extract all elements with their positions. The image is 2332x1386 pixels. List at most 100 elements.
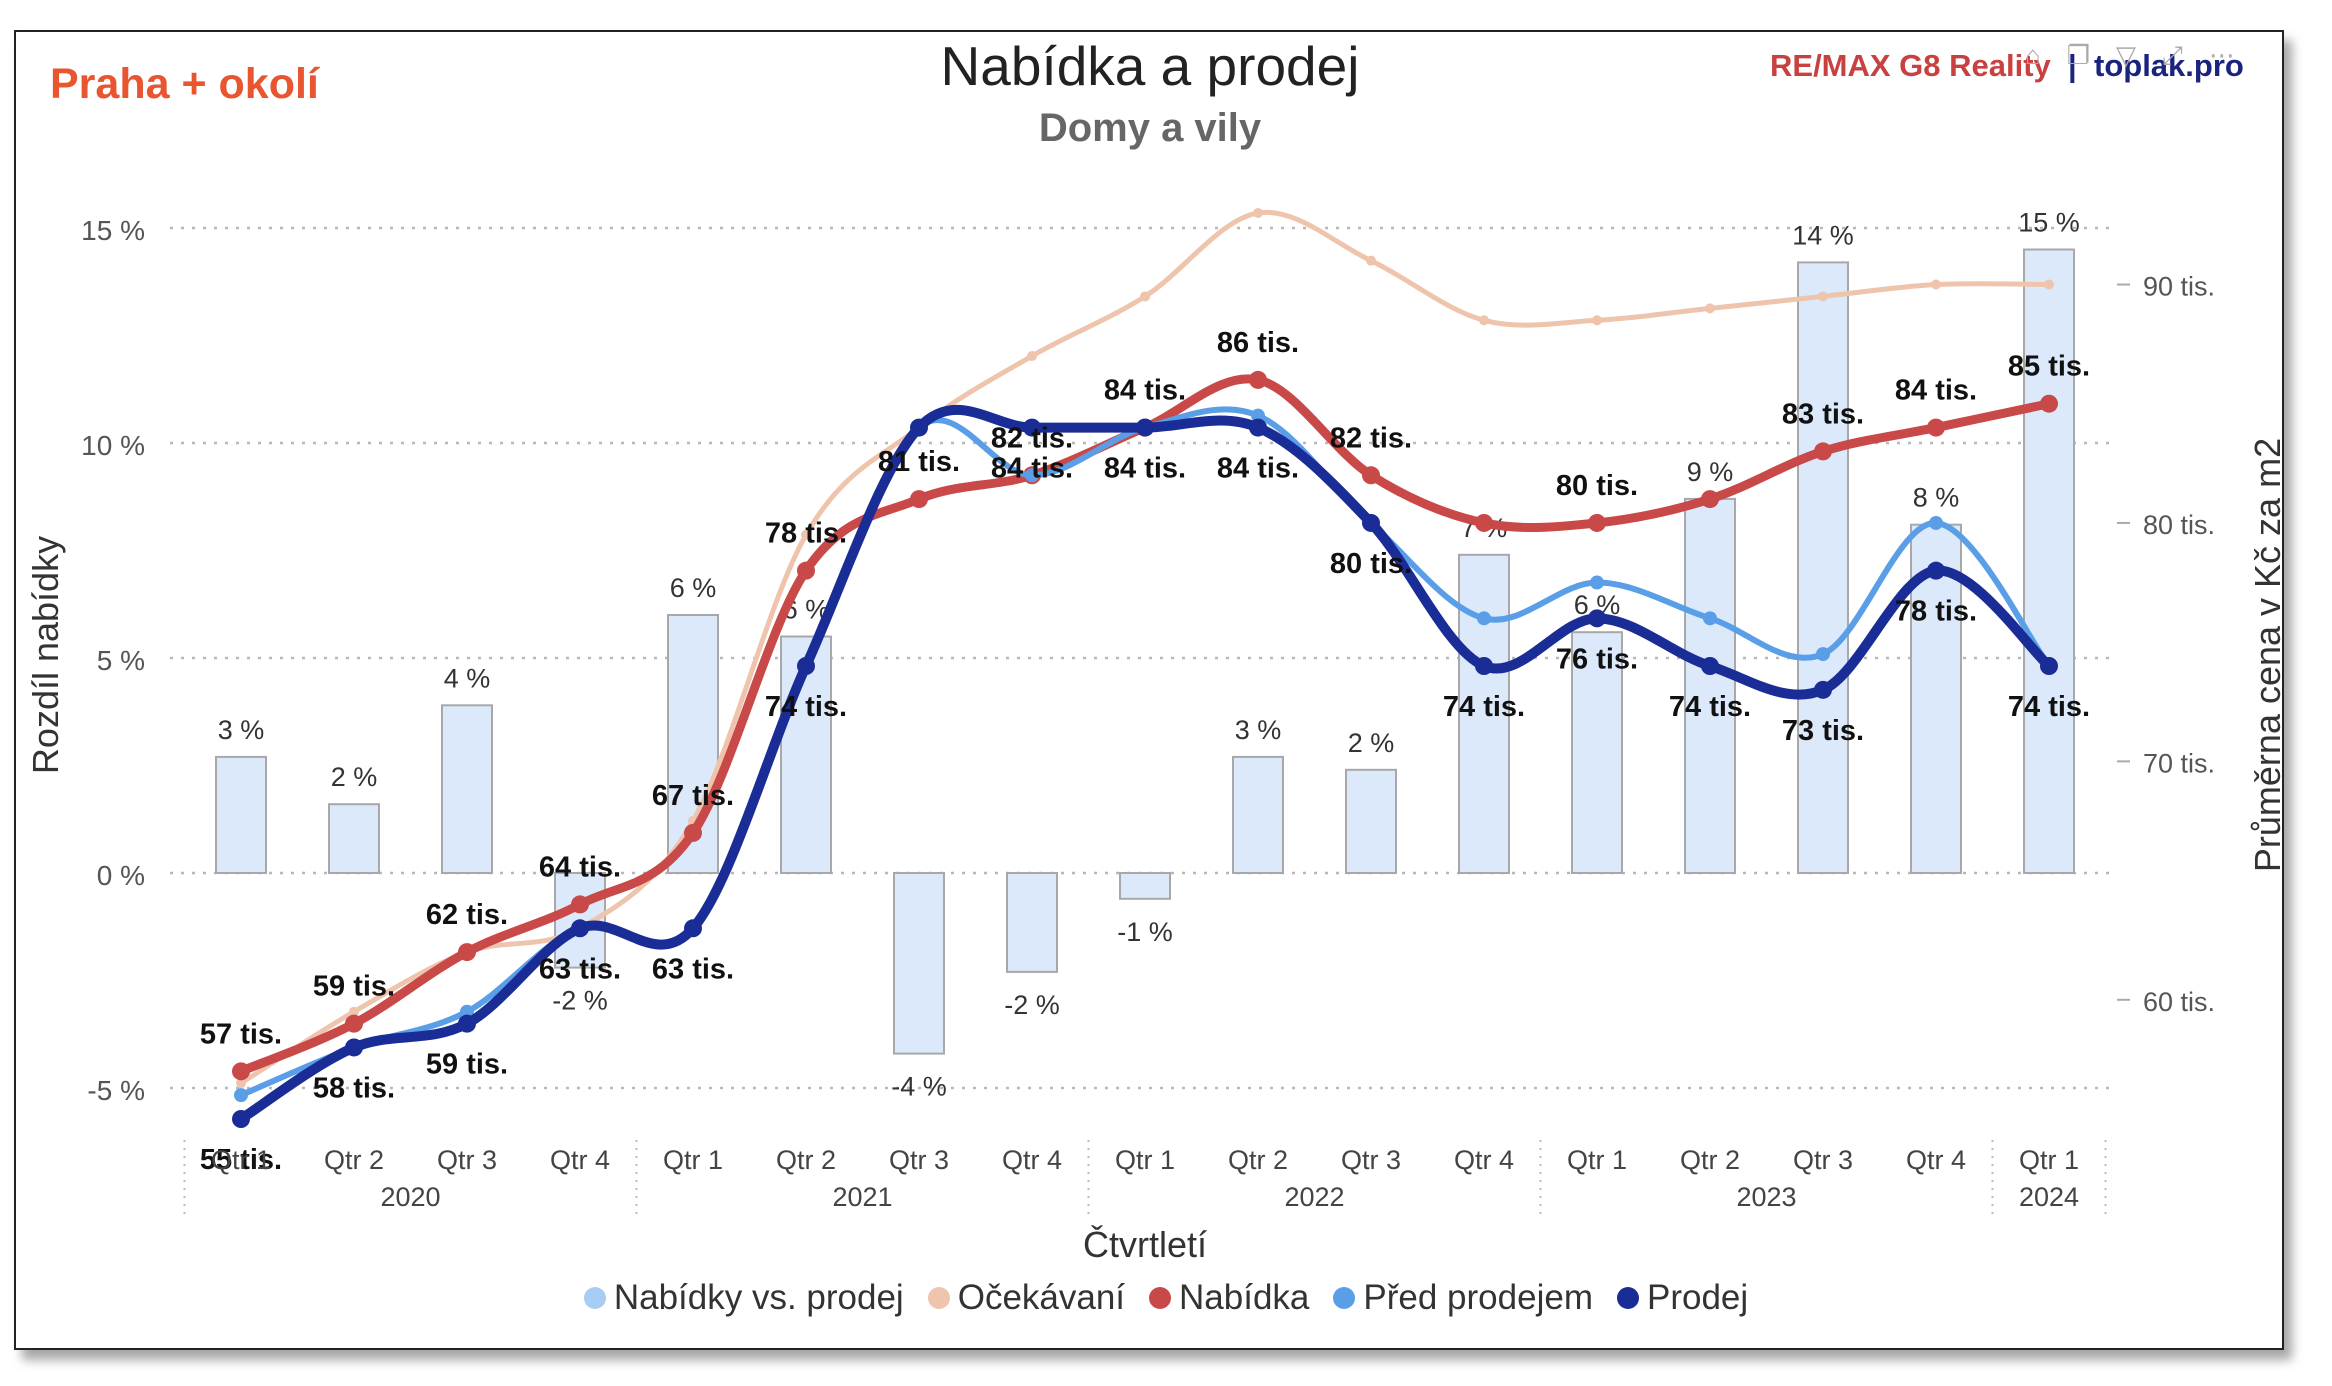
y-right-tick-label: 90 tis. — [2143, 272, 2215, 302]
series-point — [1475, 657, 1493, 675]
nabidka-data-label: 59 tis. — [313, 971, 395, 1003]
legend-dot-icon — [583, 1287, 606, 1309]
focus-icon[interactable]: ⤢ — [2162, 40, 2209, 70]
prodej-data-label: 74 tis. — [1443, 691, 1525, 723]
series-point — [1588, 609, 1606, 628]
copy-icon[interactable]: ❐ — [2066, 40, 2117, 70]
series-point — [1818, 291, 1828, 302]
prodej-data-label: 78 tis. — [1895, 596, 1977, 628]
prodej-data-label: 84 tis. — [1104, 453, 1186, 485]
series-point — [1816, 647, 1830, 662]
nabidka-data-label: 62 tis. — [426, 899, 508, 931]
nabidka-data-label: 84 tis. — [1104, 375, 1186, 407]
x-year-label: 2021 — [832, 1182, 892, 1212]
series-point — [1025, 468, 1039, 483]
prodej-data-label: 58 tis. — [313, 1072, 395, 1104]
legend-label: Nabídky vs. prodej — [613, 1278, 904, 1317]
bar — [328, 803, 380, 875]
series-point — [1362, 513, 1380, 532]
series-point — [1475, 513, 1493, 532]
series-point — [1023, 418, 1041, 437]
x-tick-label: Qtr 3 — [1793, 1145, 1853, 1175]
legend-item[interactable]: Nabídka — [1149, 1278, 1309, 1318]
bar-label: 15 % — [2018, 208, 2080, 238]
bar — [1232, 755, 1284, 875]
y-left-tick-label: 0 % — [97, 860, 145, 891]
bar — [2023, 248, 2075, 874]
series-point — [1705, 303, 1715, 314]
series-point — [1479, 315, 1489, 326]
bar — [1119, 872, 1171, 900]
series-point — [1249, 418, 1267, 437]
y-right-tick-label: 70 tis. — [2143, 748, 2215, 778]
series-point — [1477, 611, 1491, 626]
bar-label: 14 % — [1792, 220, 1854, 250]
series-point — [1592, 315, 1602, 326]
legend-item[interactable]: Před prodejem — [1333, 1278, 1593, 1318]
prodej-data-label: 63 tis. — [652, 953, 734, 985]
bar-label: 8 % — [1913, 483, 1960, 513]
x-tick-label: Qtr 3 — [1341, 1145, 1401, 1175]
series-point — [1027, 351, 1037, 362]
bar-label: 3 % — [218, 715, 265, 745]
series-point — [1929, 515, 1943, 530]
nabidka-data-label: 67 tis. — [652, 780, 734, 812]
series-point — [2044, 279, 2054, 290]
bar — [441, 704, 493, 874]
prodej-data-label: 74 tis. — [2008, 691, 2090, 723]
pin-icon[interactable]: ⌂ — [2025, 40, 2067, 70]
filter-icon[interactable]: ▽ — [2116, 40, 2163, 70]
x-tick-label: Qtr 1 — [1567, 1145, 1627, 1175]
bar — [893, 872, 945, 1055]
series-point — [1931, 279, 1941, 290]
more-options-icon[interactable]: ⋯ — [2208, 40, 2261, 70]
x-tick-label: Qtr 1 — [663, 1145, 723, 1175]
series-point — [1701, 490, 1719, 509]
brand-separator: | — [2068, 48, 2077, 83]
bar — [1571, 631, 1623, 875]
legend-item[interactable]: Očekávaní — [927, 1278, 1125, 1318]
prodej-data-label: 73 tis. — [1782, 715, 1864, 747]
series-point — [1590, 575, 1604, 590]
x-tick-label: Qtr 4 — [1454, 1145, 1514, 1175]
prodej-data-label: 59 tis. — [426, 1049, 508, 1081]
x-tick-label: Qtr 2 — [324, 1145, 384, 1175]
nabidka-data-label: 81 tis. — [878, 446, 960, 478]
series-point — [571, 919, 589, 938]
legend-dot-icon — [1149, 1287, 1172, 1309]
nabidka-data-label: 80 tis. — [1556, 470, 1638, 502]
nabidka-data-label: 57 tis. — [200, 1018, 282, 1050]
series-point — [1251, 408, 1265, 423]
x-year-label: 2020 — [380, 1182, 440, 1212]
bar — [1006, 872, 1058, 973]
bar-label: 9 % — [1687, 457, 1734, 487]
prodej-data-label: 74 tis. — [1669, 691, 1751, 723]
visual-toolbar[interactable]: ⌂❐▽⤢⋯ — [2025, 40, 2261, 72]
legend-label: Nabídka — [1179, 1278, 1310, 1317]
y-left-tick-label: 5 % — [97, 645, 145, 676]
x-tick-label: Qtr 4 — [1002, 1145, 1062, 1175]
series-point — [571, 895, 589, 914]
x-tick-label: Qtr 3 — [437, 1145, 497, 1175]
series-point — [1249, 370, 1267, 389]
prodej-data-label: 74 tis. — [765, 691, 847, 723]
y-left-axis-title: Rozdíl nabídky — [25, 536, 66, 774]
series-point — [1588, 513, 1606, 532]
series-point — [345, 1014, 363, 1033]
x-tick-label: Qtr 1 — [211, 1145, 271, 1175]
series-point — [349, 1006, 359, 1017]
x-tick-label: Qtr 3 — [889, 1145, 949, 1175]
x-tick-label: Qtr 1 — [1115, 1145, 1175, 1175]
series-point — [1362, 466, 1380, 485]
series-point — [910, 490, 928, 509]
x-tick-label: Qtr 2 — [1680, 1145, 1740, 1175]
series-point — [801, 529, 811, 540]
legend-item[interactable]: Prodej — [1616, 1278, 1748, 1318]
series-point — [2040, 394, 2058, 413]
bar-label: -2 % — [1004, 990, 1060, 1020]
series-point — [1136, 418, 1154, 437]
bar-label: 2 % — [1348, 728, 1395, 758]
legend-item[interactable]: Nabídky vs. prodej — [583, 1278, 904, 1318]
series-point — [2040, 657, 2058, 675]
